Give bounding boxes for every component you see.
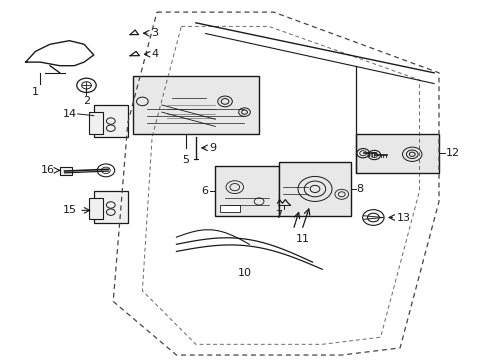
Text: 11: 11 [295, 234, 309, 244]
Text: 16: 16 [41, 165, 55, 175]
Bar [278, 162, 351, 216]
Text: 3: 3 [151, 28, 158, 38]
Bar [89, 112, 103, 134]
Bar [94, 191, 127, 223]
Bar [94, 105, 127, 137]
Text: 15: 15 [62, 205, 77, 215]
Text: 9: 9 [209, 143, 216, 153]
Bar [60, 167, 72, 175]
Text: 12: 12 [446, 148, 460, 158]
Bar [215, 166, 278, 216]
Text: 5: 5 [183, 155, 189, 165]
Text: 13: 13 [396, 212, 410, 222]
Text: 10: 10 [237, 268, 251, 278]
Text: 6: 6 [201, 186, 207, 196]
Bar [356, 134, 438, 173]
Text: 8: 8 [356, 184, 363, 194]
Text: 2: 2 [83, 96, 90, 106]
Text: 14: 14 [62, 109, 77, 119]
Text: 4: 4 [151, 49, 158, 59]
Bar [132, 76, 259, 134]
Text: 7: 7 [274, 210, 282, 220]
Bar [220, 205, 239, 212]
Text: 1: 1 [32, 87, 39, 97]
Bar [89, 198, 103, 219]
